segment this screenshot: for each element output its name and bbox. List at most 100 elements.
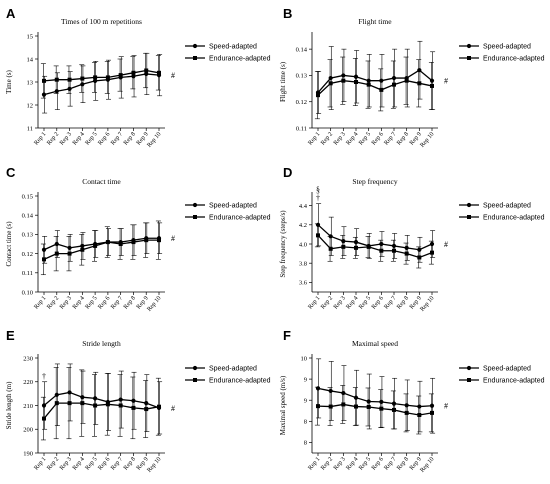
x-tick-label: Rep 4 (345, 131, 360, 147)
data-point-circle (379, 241, 384, 247)
data-point-square (366, 82, 371, 87)
data-point-circle (379, 78, 384, 83)
legend-label: Endurance-adapted (483, 215, 545, 222)
y-tick-label: 230 (23, 355, 33, 362)
y-tick-label: 3.6 (299, 280, 308, 287)
data-point-circle (353, 74, 359, 79)
data-point-square (417, 81, 422, 86)
legend-entry: Speed-adapted (185, 44, 257, 51)
x-tick-label: Rep 4 (345, 456, 360, 472)
y-tick-label: 0.11 (296, 125, 307, 132)
data-point-circle (391, 401, 397, 406)
x-tick-label: Rep 6 (370, 131, 385, 147)
series-endurance-adapted (40, 52, 161, 99)
data-point-square (354, 80, 358, 84)
data-point-circle (353, 239, 359, 245)
chart-title: Step frequency (352, 177, 397, 186)
legend-marker-circle (192, 202, 198, 208)
chart-title: Stride length (82, 339, 121, 348)
data-point-square (316, 404, 320, 409)
data-point-circle (118, 397, 123, 402)
y-tick-label: 10 (301, 355, 308, 362)
y-tick-label: 11 (27, 125, 33, 132)
x-tick-label: Rep 1 (33, 456, 48, 472)
panel-letter: C (6, 165, 16, 180)
data-point-square (131, 70, 136, 75)
significance-mark: # (444, 402, 448, 411)
data-point-square (404, 251, 409, 256)
data-point-square (105, 402, 110, 407)
series-speed-adapted (41, 52, 163, 114)
data-point-square (93, 403, 98, 408)
data-point-circle (341, 73, 346, 78)
x-tick-label: Rep 2 (319, 456, 334, 472)
x-tick-label: Rep 2 (46, 456, 61, 472)
legend-marker-square (193, 215, 197, 219)
data-point-circle (391, 75, 397, 81)
significance-mark: # (171, 404, 175, 413)
data-point-circle (67, 86, 72, 91)
y-tick-label: 8 (304, 440, 307, 447)
data-point-square (131, 405, 136, 410)
x-tick-label: Rep 3 (332, 131, 347, 147)
data-point-circle (144, 71, 149, 77)
data-point-square (379, 87, 384, 92)
data-point-square (430, 410, 434, 415)
data-point-circle (54, 241, 59, 247)
legend-marker-square (193, 56, 197, 60)
x-tick-label: Rep 4 (71, 295, 86, 311)
y-tick-label: 0.11 (22, 270, 33, 277)
panel-letter: D (283, 165, 292, 180)
data-point-circle (315, 222, 321, 227)
x-tick-label: Rep 1 (33, 131, 48, 147)
x-tick-label: Rep 2 (46, 131, 61, 147)
data-point-square (341, 402, 346, 407)
series-endurance-adapted (314, 385, 434, 435)
x-tick-label: Rep 7 (383, 295, 398, 311)
data-point-square (118, 73, 123, 78)
series-line (43, 402, 160, 419)
data-point-circle (80, 82, 85, 87)
legend-label: Speed-adapted (483, 203, 531, 210)
data-point-square (392, 248, 396, 253)
rep1-mark: † (42, 372, 46, 381)
data-point-square (144, 407, 149, 412)
y-axis-label: Contact time (s) (5, 221, 13, 267)
data-point-square (118, 403, 123, 408)
data-point-circle (341, 390, 346, 396)
y-tick-label: 220 (23, 379, 33, 386)
y-tick-label: 0.12 (296, 99, 307, 106)
y-axis-label: Time (s) (5, 70, 13, 94)
data-point-square (67, 77, 72, 82)
data-point-square (341, 244, 346, 249)
data-point-circle (67, 245, 72, 250)
data-point-circle (391, 243, 397, 249)
legend-marker-circle (466, 43, 472, 49)
y-axis-label: Step frequency (steps/s) (279, 210, 287, 278)
significance-mark: # (171, 71, 175, 80)
data-point-square (417, 255, 422, 260)
data-point-circle (404, 403, 409, 408)
x-tick-label: Rep 1 (307, 295, 322, 311)
data-point-square (417, 413, 422, 417)
x-tick-label: Rep 1 (307, 131, 322, 147)
panel-letter: E (6, 328, 15, 343)
x-tick-label: Rep 4 (71, 131, 86, 147)
data-point-square (42, 257, 46, 262)
significance-mark: # (171, 234, 175, 243)
data-point-circle (417, 68, 422, 73)
significance-mark: # (444, 77, 448, 86)
data-point-circle (144, 401, 149, 406)
data-point-square (144, 238, 149, 243)
panel-a: A Times of 100 m repetitions 11 12 13 14 15 Tim… (5, 6, 271, 149)
y-axis-label: Flight time (s) (279, 61, 287, 102)
y-tick-label: 190 (23, 450, 33, 457)
data-point-square (354, 245, 358, 250)
data-point-square (366, 404, 371, 409)
x-tick-label: Rep 5 (84, 456, 99, 472)
y-tick-label: 0.14 (296, 46, 308, 53)
x-tick-label: Rep 5 (84, 131, 99, 147)
legend-marker-circle (466, 365, 472, 371)
y-tick-label: 0.12 (22, 251, 33, 258)
panel-e: E Stride length 190 200 210 220 230 Stride leng… (5, 328, 271, 474)
